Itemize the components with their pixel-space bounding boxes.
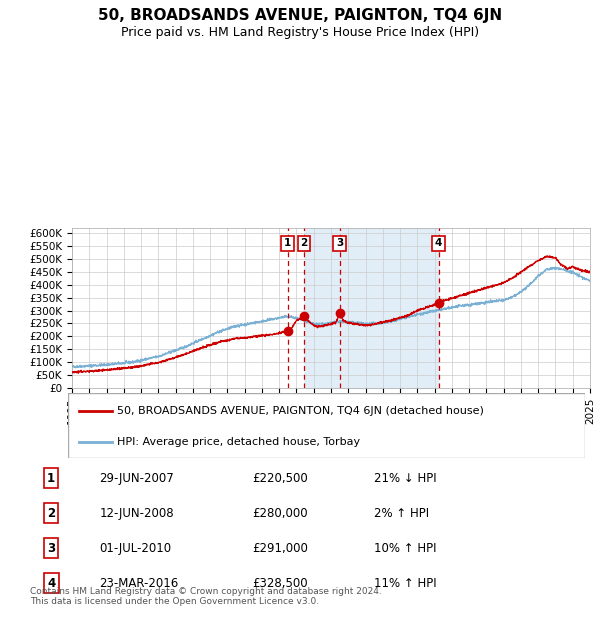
Text: HPI: Average price, detached house, Torbay: HPI: Average price, detached house, Torb… [117,436,360,447]
Text: 4: 4 [435,238,442,248]
Text: 1: 1 [284,238,291,248]
Text: 10% ↑ HPI: 10% ↑ HPI [374,542,437,555]
FancyBboxPatch shape [68,393,585,458]
Text: 3: 3 [47,542,55,555]
Text: 21% ↓ HPI: 21% ↓ HPI [374,472,437,485]
Text: 01-JUL-2010: 01-JUL-2010 [100,542,172,555]
Text: Price paid vs. HM Land Registry's House Price Index (HPI): Price paid vs. HM Land Registry's House … [121,26,479,39]
Text: 12-JUN-2008: 12-JUN-2008 [100,507,174,520]
Text: 50, BROADSANDS AVENUE, PAIGNTON, TQ4 6JN (detached house): 50, BROADSANDS AVENUE, PAIGNTON, TQ4 6JN… [117,405,484,415]
Text: 3: 3 [336,238,343,248]
Text: Contains HM Land Registry data © Crown copyright and database right 2024.
This d: Contains HM Land Registry data © Crown c… [30,587,382,606]
Text: £328,500: £328,500 [252,577,308,590]
Text: 50, BROADSANDS AVENUE, PAIGNTON, TQ4 6JN: 50, BROADSANDS AVENUE, PAIGNTON, TQ4 6JN [98,8,502,23]
Text: 29-JUN-2007: 29-JUN-2007 [100,472,174,485]
Text: 2: 2 [47,507,55,520]
Text: 2: 2 [301,238,308,248]
Text: 1: 1 [47,472,55,485]
Text: 11% ↑ HPI: 11% ↑ HPI [374,577,437,590]
Text: 2% ↑ HPI: 2% ↑ HPI [374,507,429,520]
Text: £280,000: £280,000 [252,507,308,520]
Text: £291,000: £291,000 [252,542,308,555]
Text: £220,500: £220,500 [252,472,308,485]
Text: 23-MAR-2016: 23-MAR-2016 [100,577,179,590]
Text: 4: 4 [47,577,55,590]
